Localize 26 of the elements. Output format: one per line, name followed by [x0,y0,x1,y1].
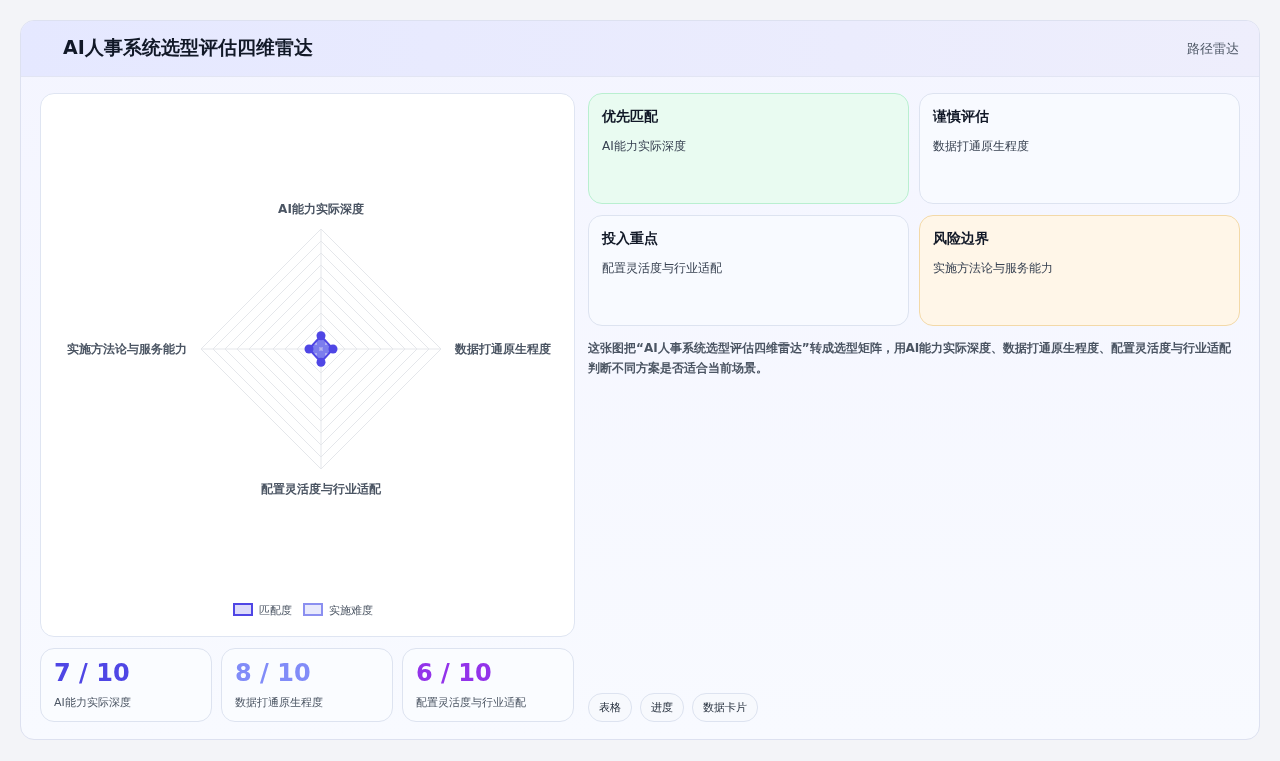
legend-label: 实施难度 [329,604,373,617]
text: 配置灵活度与行业适配 [416,695,526,710]
text: 数据打通原生程度 [933,138,1029,155]
text: 这张图把“AI人事系统选型评估四维雷达”转成选型矩阵，用AI能力实际深度、数据打通原生程度、配置灵活度与行业适配判断不同方案是否适合当前场景。 [588,340,1233,377]
text: 7 / 10 [54,659,130,687]
text: 配置灵活度与行业适配 [602,260,722,277]
text: 6 / 10 [416,659,492,687]
text: 投入重点 [602,230,658,248]
text: 优先匹配 [602,108,658,126]
legend-label: 匹配度 [259,604,292,617]
text: 风险边界 [933,230,989,248]
text: 表格 [588,693,632,722]
text: 路径雷达 [1187,40,1239,58]
spoke-label: 实施方法论与服务能力 [67,342,187,356]
text: 数据卡片 [692,693,758,722]
text: 数据打通原生程度 [235,695,323,710]
text: 谨慎评估 [933,108,989,126]
text: 8 / 10 [235,659,311,687]
spoke-label: 配置灵活度与行业适配 [261,482,382,496]
text: 进度 [640,693,684,722]
text: AI能力实际深度 [602,138,686,155]
chart-title: AI人事系统选型评估四维雷达 [63,35,313,60]
spoke-label: 数据打通原生程度 [454,342,551,356]
text: 实施方法论与服务能力 [933,260,1053,277]
text: AI能力实际深度 [54,695,131,710]
spoke-label: AI能力实际深度 [278,202,364,216]
